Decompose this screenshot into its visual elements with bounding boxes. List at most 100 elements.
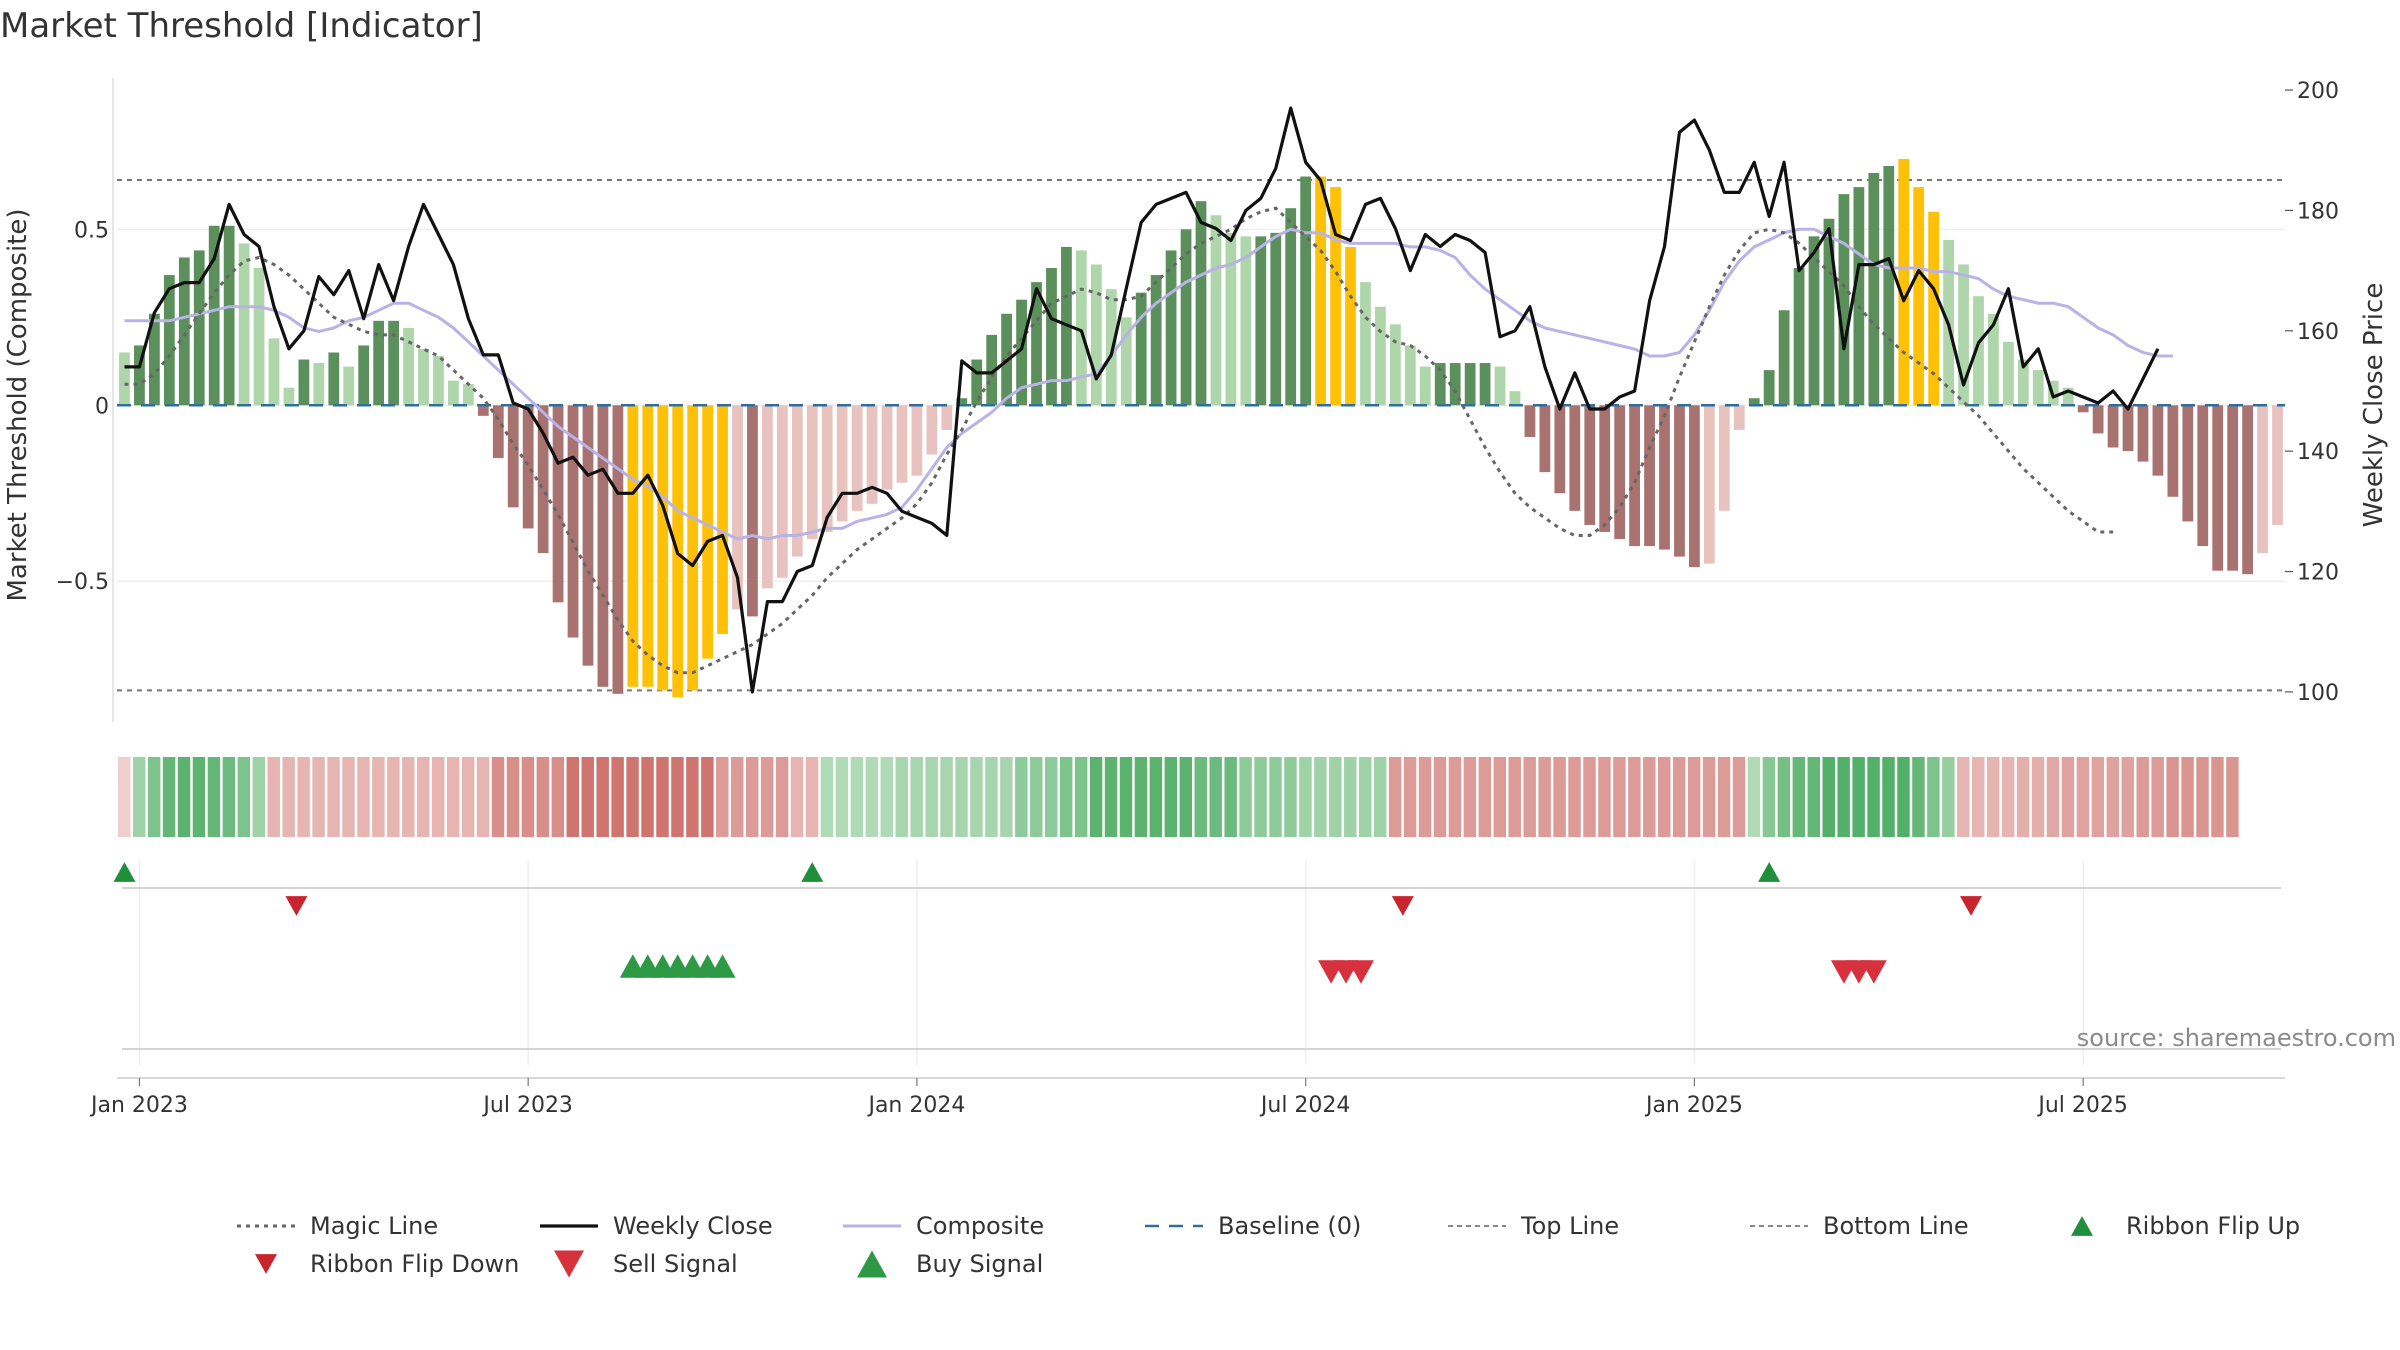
sell-signal-marker bbox=[1347, 960, 1374, 984]
ribbon-cell bbox=[1314, 757, 1327, 837]
ribbon-cell bbox=[1897, 757, 1910, 837]
ribbon-cell bbox=[1613, 757, 1626, 837]
ribbon-cell bbox=[1598, 757, 1611, 837]
composite-bar bbox=[2017, 359, 2029, 406]
ribbon-cell bbox=[1059, 757, 1073, 837]
y-tick-label: 0 bbox=[95, 394, 109, 419]
ribbon-cell bbox=[865, 757, 879, 837]
ribbon-cell bbox=[1239, 757, 1252, 837]
ribbon-cell bbox=[686, 757, 699, 837]
ribbon-cell bbox=[925, 757, 938, 837]
legend-item: Top Line bbox=[1448, 1212, 1619, 1240]
legend-label: Baseline (0) bbox=[1218, 1212, 1361, 1240]
ribbon-cell bbox=[955, 757, 968, 837]
ribbon-cell bbox=[1867, 757, 1880, 837]
legend-swatch bbox=[554, 1250, 584, 1278]
legend-item: Composite bbox=[843, 1212, 1044, 1240]
ribbon-cell bbox=[1045, 757, 1058, 837]
ribbon-cell bbox=[1373, 757, 1387, 837]
ribbon-cell bbox=[1344, 757, 1357, 837]
ribbon-cell bbox=[1912, 757, 1925, 837]
ribbon-flip-up-marker bbox=[113, 862, 136, 882]
ribbon-cell bbox=[805, 757, 819, 837]
composite-bar bbox=[2212, 405, 2224, 571]
composite-bar bbox=[1195, 201, 1207, 406]
ribbon-cell bbox=[2076, 757, 2090, 837]
composite-bar bbox=[537, 405, 549, 554]
ribbon-cell bbox=[641, 757, 654, 837]
composite-bar bbox=[1449, 363, 1461, 406]
ribbon-cell bbox=[147, 757, 161, 837]
composite-bar bbox=[1524, 405, 1536, 437]
y2-tick-label: 140 bbox=[2297, 440, 2339, 465]
ribbon-cell bbox=[446, 757, 460, 837]
composite-bar bbox=[1479, 363, 1491, 406]
composite-bar bbox=[1404, 345, 1416, 406]
composite-bar bbox=[1150, 275, 1162, 406]
composite-bar bbox=[821, 405, 833, 532]
ribbon-cell bbox=[701, 757, 714, 837]
composite-bar bbox=[1718, 405, 1730, 511]
composite-bar bbox=[552, 405, 564, 603]
ribbon-cell bbox=[207, 757, 221, 837]
composite-bar bbox=[717, 405, 728, 635]
ribbon-cell bbox=[1194, 757, 1207, 837]
composite-bar bbox=[2003, 341, 2014, 406]
composite-bar bbox=[1270, 232, 1282, 406]
composite-bar bbox=[1434, 363, 1446, 406]
composite-bar bbox=[148, 313, 160, 406]
ribbon-cell bbox=[177, 757, 191, 837]
composite-bar bbox=[1689, 405, 1700, 568]
ribbon-cell bbox=[491, 757, 505, 837]
composite-bar bbox=[1016, 299, 1027, 406]
composite-bar bbox=[1913, 187, 1925, 406]
composite-bar bbox=[313, 363, 325, 406]
ribbon-cell bbox=[1284, 757, 1297, 837]
ribbon-cell bbox=[970, 757, 983, 837]
ribbon-cell bbox=[581, 757, 594, 837]
composite-bar bbox=[687, 405, 699, 691]
ribbon-cell bbox=[267, 757, 280, 837]
composite-bar bbox=[2197, 405, 2209, 547]
composite-bar bbox=[762, 405, 773, 589]
composite-bar bbox=[358, 345, 370, 406]
composite-bar bbox=[1733, 405, 1745, 430]
composite-bar bbox=[507, 405, 519, 508]
y2-tick-label: 160 bbox=[2297, 320, 2339, 345]
composite-bar bbox=[1135, 292, 1147, 406]
y2-tick-label: 120 bbox=[2297, 561, 2339, 586]
ribbon-layer bbox=[118, 757, 2239, 837]
composite-bar bbox=[2092, 405, 2104, 434]
ribbon-cell bbox=[222, 757, 236, 837]
ribbon-cell bbox=[1493, 757, 1507, 837]
ribbon-cell bbox=[476, 757, 490, 837]
composite-bar bbox=[1674, 405, 1685, 557]
legend-item: Baseline (0) bbox=[1145, 1212, 1361, 1240]
composite-bar bbox=[193, 250, 205, 406]
y2-tick-label: 100 bbox=[2297, 681, 2339, 706]
ribbon-cell bbox=[2106, 757, 2120, 837]
ribbon-cell bbox=[611, 757, 624, 837]
ribbon-cell bbox=[2226, 757, 2239, 837]
composite-bar bbox=[1988, 313, 1999, 406]
composite-bar bbox=[1569, 405, 1581, 511]
ribbon-cell bbox=[417, 757, 430, 837]
ribbon-cell bbox=[192, 757, 206, 837]
ribbon-cell bbox=[1882, 757, 1895, 837]
legend-item: Ribbon Flip Down bbox=[255, 1250, 519, 1278]
ribbon-cell bbox=[506, 757, 520, 837]
ribbon-cell bbox=[1388, 757, 1402, 837]
composite-bar bbox=[1838, 194, 1850, 406]
composite-bar bbox=[1046, 268, 1057, 406]
ribbon-cell bbox=[1553, 757, 1566, 837]
ribbon-cell bbox=[731, 757, 744, 837]
ribbon-cell bbox=[790, 757, 804, 837]
composite-bar bbox=[941, 405, 953, 430]
ribbon-cell bbox=[2001, 757, 2015, 837]
composite-bar bbox=[1090, 264, 1102, 406]
composite-bar bbox=[2122, 405, 2134, 452]
ribbon-cell bbox=[2046, 757, 2060, 837]
composite-bar bbox=[268, 338, 280, 406]
axis-layer: Market Threshold (Composite) Weekly Clos… bbox=[3, 79, 2389, 706]
composite-bar bbox=[2152, 405, 2164, 476]
